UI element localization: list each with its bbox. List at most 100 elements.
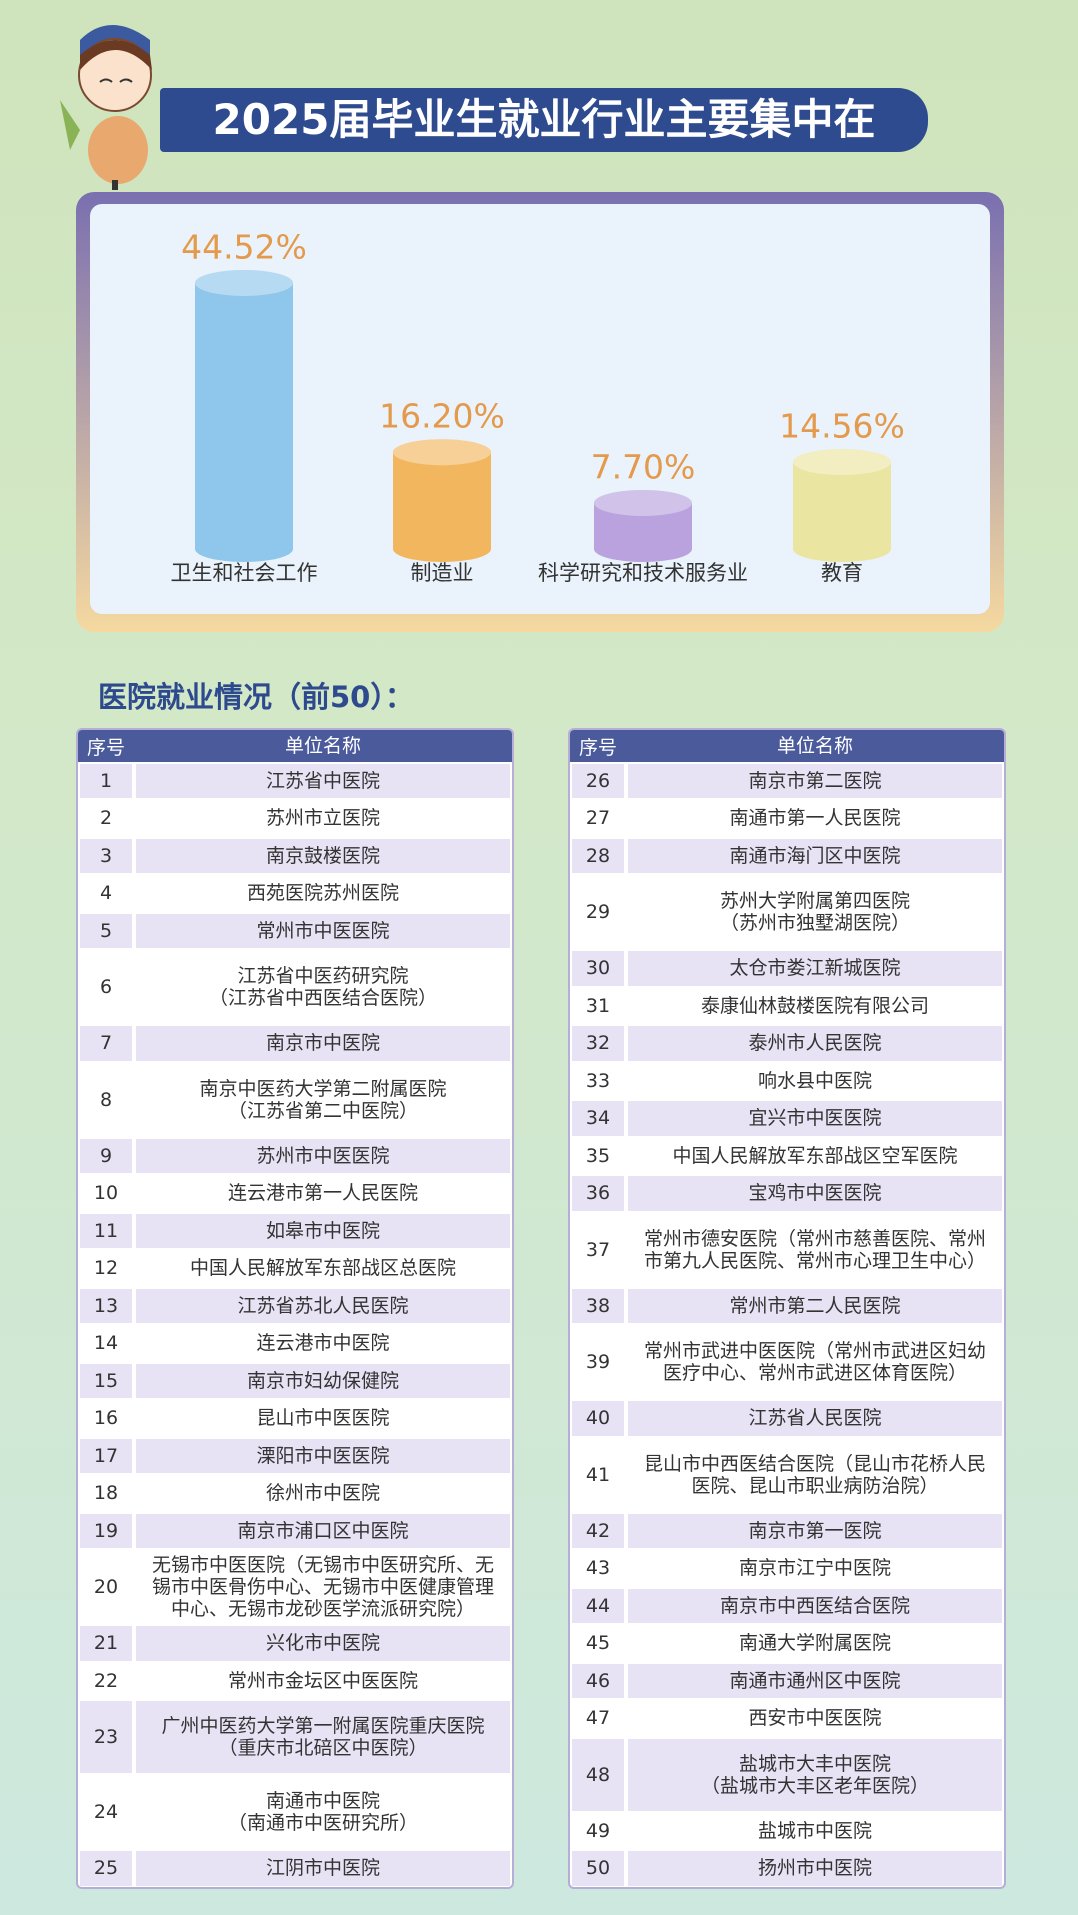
bar-cap: [594, 489, 692, 516]
table-row: 27 南通市第一人民医院: [570, 800, 1004, 838]
category-label: 科学研究和技术服务业: [538, 561, 748, 585]
table-row: 26 南京市第二医院: [570, 762, 1004, 800]
bar: [195, 283, 293, 549]
table-row: 17 溧阳市中医医院: [78, 1437, 512, 1475]
name-cell: 南通市中医院 （南通市中医研究所）: [227, 1790, 418, 1834]
rank-cell: 7: [80, 1026, 132, 1061]
table-row: 10 连云港市第一人民医院: [78, 1175, 512, 1213]
table-row: 4 西苑医院苏州医院: [78, 875, 512, 913]
bar: [793, 462, 891, 549]
name-cell: 苏州市中医医院: [136, 1138, 510, 1173]
rank-cell: 46: [572, 1663, 624, 1698]
table-row: 6 江苏省中医药研究院 （江苏省中西医结合医院）: [78, 950, 512, 1025]
rank-cell: 23: [80, 1701, 132, 1773]
bar-cap-shine: [594, 489, 692, 516]
name-cell: 南通市通州区中医院: [628, 1663, 1002, 1698]
table-row: 22 常州市金坛区中医医院: [78, 1662, 512, 1700]
name-cell: 南京市第一医院: [628, 1513, 1002, 1548]
table-row: 38 常州市第二人民医院: [570, 1287, 1004, 1325]
table-row: 15 南京市妇幼保健院: [78, 1362, 512, 1400]
table-row: 31 泰康仙林鼓楼医院有限公司: [570, 987, 1004, 1025]
name-cell: 西苑医院苏州医院: [246, 882, 399, 905]
rank-cell: 22: [93, 1669, 119, 1692]
name-cell: 广州中医药大学第一附属医院重庆医院 （重庆市北碚区中医院）: [136, 1701, 510, 1773]
rank-cell: 44: [572, 1588, 624, 1623]
table-row: 37 常州市德安医院（常州市慈善医院、常州市第九人民医院、常州市心理卫生中心）: [570, 1212, 1004, 1287]
table-row: 16 昆山市中医医院: [78, 1400, 512, 1438]
name-cell: 江苏省人民医院: [628, 1401, 1002, 1436]
table-row: 25 江阴市中医院: [78, 1850, 512, 1888]
section-title: 医院就业情况（前50）：: [98, 680, 414, 714]
name-cell: 常州市德安医院（常州市慈善医院、常州市第九人民医院、常州市心理卫生中心）: [643, 1227, 986, 1272]
table-row: 1 江苏省中医院: [78, 762, 512, 800]
category-label: 教育: [821, 561, 863, 585]
rank-cell: 48: [572, 1738, 624, 1811]
rank-cell: 37: [585, 1238, 611, 1261]
rank-cell: 1: [80, 763, 132, 798]
name-cell: 如皋市中医院: [136, 1213, 510, 1248]
name-cell: 常州市第二人民医院: [628, 1288, 1002, 1323]
name-cell: 江阴市中医院: [136, 1851, 510, 1886]
rank-cell: 36: [572, 1176, 624, 1211]
name-cell: 宝鸡市中医医院: [628, 1176, 1002, 1211]
name-cell: 泰州市人民医院: [628, 1026, 1002, 1061]
name-cell: 南京市第二医院: [628, 763, 1002, 798]
rank-cell: 33: [585, 1069, 611, 1092]
table-row: 41 昆山市中西医结合医院（昆山市花桥人民医院、昆山市职业病防治院）: [570, 1437, 1004, 1512]
table-row: 9 苏州市中医医院: [78, 1137, 512, 1175]
table: 序号 单位名称 1 江苏省中医院 2 苏州市立医院 3 南京鼓楼医院 4 西苑医院苏州医院 5 常州市…: [76, 728, 514, 1889]
table-row: 49 盐城市中医院: [570, 1812, 1004, 1850]
table-row: 44 南京市中西医结合医院: [570, 1587, 1004, 1625]
name-cell: 兴化市中医院: [136, 1626, 510, 1661]
name-cell: 苏州大学附属第四医院 （苏州市独墅湖医院）: [719, 890, 910, 934]
name-cell: 南通市第一人民医院: [729, 807, 901, 830]
table-row: 33 响水县中医院: [570, 1062, 1004, 1100]
rank-cell: 27: [585, 807, 611, 830]
name-cell: 昆山市中医医院: [256, 1407, 390, 1430]
name-cell: 中国人民解放军东部战区空军医院: [672, 1144, 958, 1167]
table-row: 35 中国人民解放军东部战区空军医院: [570, 1137, 1004, 1175]
value-label: 14.56%: [779, 407, 905, 446]
table-row: 32 泰州市人民医院: [570, 1025, 1004, 1063]
rank-cell: 15: [80, 1363, 132, 1398]
name-cell: 扬州市中医院: [628, 1851, 1002, 1886]
rank-cell: 21: [80, 1626, 132, 1661]
rank-cell: 34: [572, 1101, 624, 1136]
table-row: 43 南京市江宁中医院: [570, 1550, 1004, 1588]
name-cell: 南通市海门区中医院: [628, 838, 1002, 873]
bar-cap: [793, 449, 891, 476]
bar-cap: [195, 270, 293, 296]
header-cell: 单位名称: [776, 735, 853, 757]
rank-cell: 11: [80, 1213, 132, 1248]
name-cell: 连云港市第一人民医院: [227, 1182, 418, 1205]
rank-cell: 14: [93, 1332, 119, 1355]
rank-cell: 3: [80, 838, 132, 873]
name-cell: 无锡市中医医院（无锡市中医研究所、无锡市中医骨伤中心、无锡市中医健康管理中心、无…: [151, 1554, 494, 1620]
mascot: [60, 25, 152, 190]
category-label: 制造业: [411, 561, 474, 585]
rank-cell: 38: [572, 1288, 624, 1323]
table-row: 50 扬州市中医院: [570, 1850, 1004, 1888]
rank-cell: 50: [572, 1851, 624, 1886]
table-row: 14 连云港市中医院: [78, 1325, 512, 1363]
rank-cell: 41: [585, 1463, 611, 1486]
rank-cell: 5: [80, 913, 132, 948]
rank-cell: 20: [93, 1576, 119, 1598]
name-cell: 江苏省苏北人民医院: [136, 1288, 510, 1323]
table-row: 39 常州市武进中医医院（常州市武进区妇幼医疗中心、常州市武进区体育医院）: [570, 1325, 1004, 1400]
table-row: 28 南通市海门区中医院: [570, 837, 1004, 875]
value-label: 16.20%: [379, 397, 505, 436]
table-row: 13 江苏省苏北人民医院: [78, 1287, 512, 1325]
table-row: 30 太仓市娄江新城医院: [570, 950, 1004, 988]
table-row: 29 苏州大学附属第四医院 （苏州市独墅湖医院）: [570, 875, 1004, 950]
rank-cell: 40: [572, 1401, 624, 1436]
table-row: 19 南京市浦口区中医院: [78, 1512, 512, 1550]
table-row: 5 常州市中医医院: [78, 912, 512, 950]
table-row: 20 无锡市中医医院（无锡市中医研究所、无锡市中医骨伤中心、无锡市中医健康管理中心…: [78, 1550, 512, 1625]
table-row: 2 苏州市立医院: [78, 800, 512, 838]
rank-cell: 30: [572, 951, 624, 986]
rank-cell: 8: [99, 1088, 113, 1111]
name-cell: 宜兴市中医医院: [628, 1101, 1002, 1136]
name-cell: 江苏省中医院: [136, 763, 510, 798]
table-row: 7 南京市中医院: [78, 1025, 512, 1063]
